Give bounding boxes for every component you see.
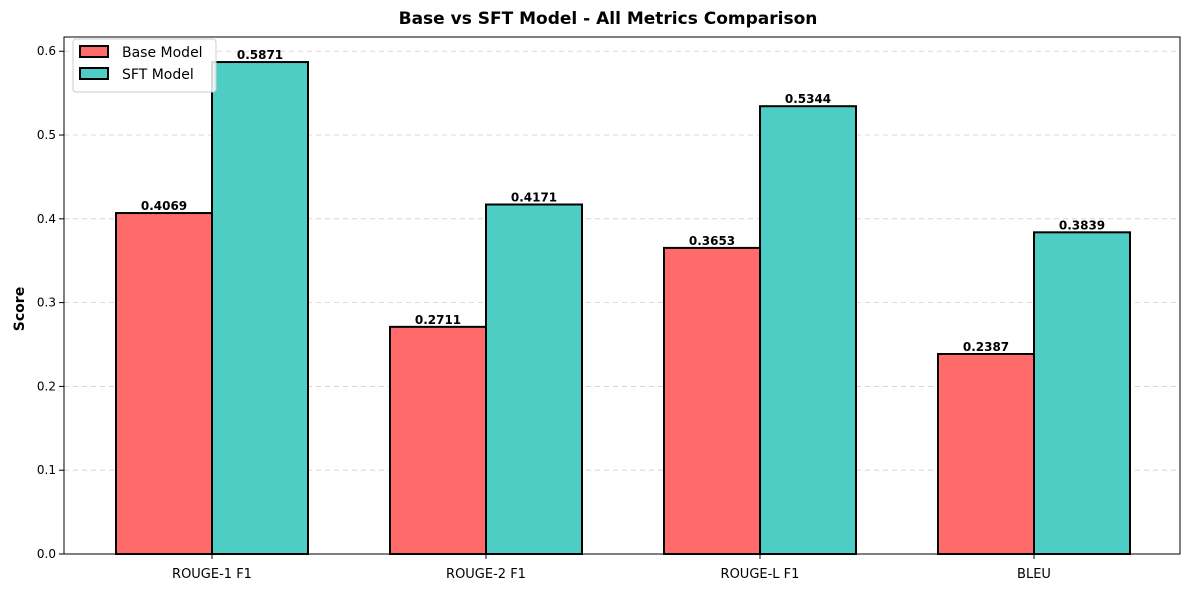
value-labels: 0.4069 0.5871 0.2711 0.4171 0.3653 0.5344 0.23… xyxy=(141,48,1105,354)
bar-value-label: 0.3839 xyxy=(1059,218,1105,232)
base-model-bar xyxy=(663,246,761,556)
y-tick-label: 0.2 xyxy=(37,379,56,393)
legend-label-sft-model: SFT Model xyxy=(122,67,194,83)
legend-swatch-base-model xyxy=(79,45,109,58)
legend: Base Model SFT Model xyxy=(72,38,217,93)
plot-frame xyxy=(63,36,1181,555)
base-model-bar xyxy=(389,325,487,555)
y-tick-label: 0.0 xyxy=(37,547,56,561)
y-tick-label: 0.6 xyxy=(37,44,56,58)
y-axis-label: Score xyxy=(12,287,28,331)
bar-value-label: 0.5344 xyxy=(785,92,831,106)
bar-value-label: 0.3653 xyxy=(689,234,735,248)
legend-label-base-model: Base Model xyxy=(122,45,203,61)
legend-swatch-sft-model xyxy=(79,67,109,80)
x-tick-label: ROUGE-1 F1 xyxy=(172,567,252,582)
sft-model-bar xyxy=(211,61,309,555)
base-model-bar xyxy=(937,352,1035,555)
y-tick-label: 0.5 xyxy=(37,128,56,142)
axes: ROUGE-1 F1 ROUGE-2 F1 ROUGE-L F1 BLEU 0.0 0.1… xyxy=(37,36,1181,582)
x-tick-label: ROUGE-L F1 xyxy=(721,567,800,582)
bar-value-label: 0.5871 xyxy=(237,48,283,62)
chart-title: Base vs SFT Model - All Metrics Comparis… xyxy=(399,9,818,29)
bars xyxy=(115,61,1131,556)
base-model-bar xyxy=(115,212,213,556)
bar-value-label: 0.4171 xyxy=(511,191,557,205)
sft-model-bar xyxy=(759,105,857,555)
sft-model-bar xyxy=(1033,231,1131,555)
x-tick-label: ROUGE-2 F1 xyxy=(446,567,526,582)
sft-model-bar xyxy=(485,203,583,556)
bar-value-label: 0.4069 xyxy=(141,199,187,213)
bar-value-label: 0.2711 xyxy=(415,313,461,327)
y-tick-label: 0.1 xyxy=(37,463,56,477)
y-tick-label: 0.4 xyxy=(37,212,56,226)
x-tick-label: BLEU xyxy=(1017,567,1051,582)
y-tick-label: 0.3 xyxy=(37,296,56,310)
bar-value-label: 0.2387 xyxy=(963,340,1009,354)
